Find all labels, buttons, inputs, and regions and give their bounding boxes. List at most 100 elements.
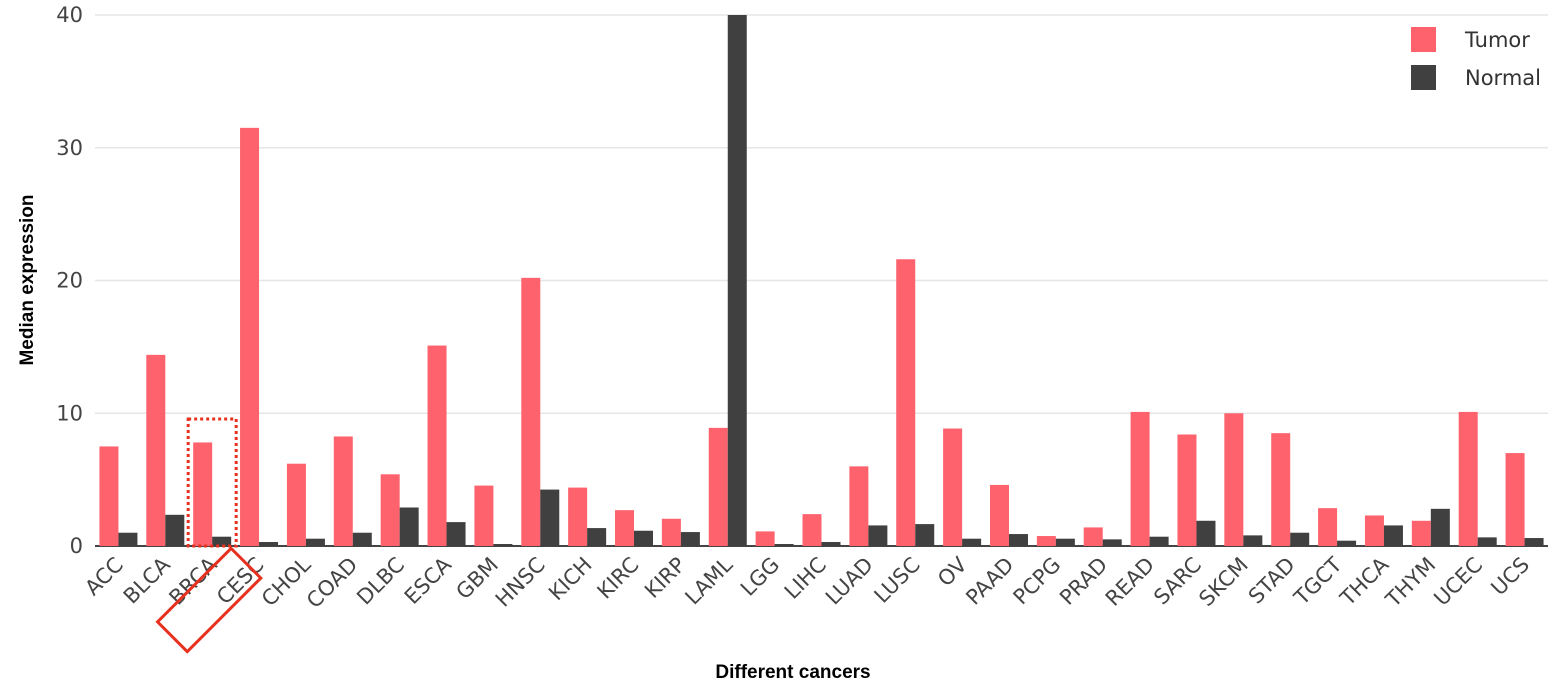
bar-normal-esca[interactable] xyxy=(446,522,466,546)
bar-tumor-cesc[interactable] xyxy=(240,127,260,547)
bar-tumor-blca[interactable] xyxy=(146,354,166,546)
bar-normal-ucs[interactable] xyxy=(1524,538,1544,546)
bar-normal-blca[interactable] xyxy=(165,514,185,546)
highlight-label-box xyxy=(155,546,263,654)
bar-normal-ov[interactable] xyxy=(962,538,982,546)
x-tick-label: BLCA xyxy=(119,552,175,608)
x-tick-label: DLBC xyxy=(352,553,409,610)
bar-tumor-ov[interactable] xyxy=(943,428,963,546)
y-axis-title: Median expression xyxy=(17,194,38,365)
grid-lines xyxy=(95,14,1548,547)
x-tick-label: LUAD xyxy=(821,553,878,610)
x-tick-label: LGG xyxy=(736,553,784,601)
bar-tumor-thym[interactable] xyxy=(1411,520,1431,546)
bar-normal-sarc[interactable] xyxy=(1196,520,1216,546)
x-tick-label: TGCT xyxy=(1289,552,1347,610)
bar-tumor-gbm[interactable] xyxy=(474,485,494,546)
bar-normal-stad[interactable] xyxy=(1290,532,1310,546)
bar-normal-paad[interactable] xyxy=(1008,534,1028,546)
legend-label-normal: Normal xyxy=(1465,66,1541,90)
x-tick-label: THYM xyxy=(1381,553,1441,613)
bar-tumor-esca[interactable] xyxy=(427,345,447,546)
bar-normal-kirc[interactable] xyxy=(634,530,654,546)
bar-normal-luad[interactable] xyxy=(868,525,888,546)
x-tick-label: ESCA xyxy=(400,552,457,609)
bar-normal-kich[interactable] xyxy=(587,528,607,546)
x-tick-label: THCA xyxy=(1335,552,1394,611)
x-tick-label: UCS xyxy=(1486,553,1534,601)
x-tick-label: LAML xyxy=(680,552,737,609)
bar-tumor-stad[interactable] xyxy=(1271,433,1291,546)
bar-tumor-thca[interactable] xyxy=(1364,515,1384,546)
bar-tumor-hnsc[interactable] xyxy=(521,277,541,546)
bar-normal-thym[interactable] xyxy=(1430,508,1450,546)
bar-normal-prad[interactable] xyxy=(1102,539,1122,546)
x-tick-label: UCEC xyxy=(1429,553,1487,611)
legend-swatch-tumor xyxy=(1411,27,1436,52)
bar-normal-tgct[interactable] xyxy=(1337,540,1357,546)
x-axis-title: Different cancers xyxy=(715,662,870,683)
bar-normal-gbm[interactable] xyxy=(493,544,513,546)
x-tick-labels: ACCBLCABRCACESCCHOLCOADDLBCESCAGBMHNSCKI… xyxy=(80,552,1534,613)
bar-tumor-kich[interactable] xyxy=(568,487,588,546)
bar-normal-acc[interactable] xyxy=(118,532,138,546)
y-tick-labels: 0 10 20 30 40 xyxy=(56,3,83,558)
bar-tumor-lusc[interactable] xyxy=(896,259,916,546)
bar-normal-brca[interactable] xyxy=(212,536,232,546)
x-tick-label: HNSC xyxy=(491,553,550,612)
bar-tumor-luad[interactable] xyxy=(849,466,869,546)
bar-tumor-laml[interactable] xyxy=(708,427,728,546)
bar-normal-dlbc[interactable] xyxy=(399,507,419,546)
bar-tumor-dlbc[interactable] xyxy=(380,474,400,546)
bar-tumor-lgg[interactable] xyxy=(755,531,775,546)
bar-tumor-pcpg[interactable] xyxy=(1036,536,1056,546)
bar-tumor-ucs[interactable] xyxy=(1505,453,1525,546)
bar-normal-coad[interactable] xyxy=(352,532,372,546)
bar-normal-kirp[interactable] xyxy=(680,532,700,546)
bar-normal-pcpg[interactable] xyxy=(1055,538,1075,546)
x-tick-label: SARC xyxy=(1149,553,1206,610)
y-tick-label: 30 xyxy=(56,136,83,160)
bar-normal-read[interactable] xyxy=(1149,536,1169,546)
x-tick-label: READ xyxy=(1101,553,1159,611)
x-tick-label: KICH xyxy=(544,553,597,606)
x-tick-label: OV xyxy=(933,552,972,591)
bars xyxy=(99,15,1544,547)
bar-tumor-lihc[interactable] xyxy=(802,514,822,546)
bar-tumor-chol[interactable] xyxy=(286,463,306,546)
legend[interactable]: Tumor Normal xyxy=(1411,27,1541,90)
bar-normal-hnsc[interactable] xyxy=(540,489,560,546)
bar-tumor-skcm[interactable] xyxy=(1224,413,1244,546)
bar-normal-chol[interactable] xyxy=(305,538,325,546)
brca-highlight xyxy=(155,417,263,654)
bar-normal-cesc[interactable] xyxy=(259,542,279,546)
y-tick-label: 0 xyxy=(70,534,83,558)
bar-normal-lusc[interactable] xyxy=(915,524,935,546)
bar-tumor-prad[interactable] xyxy=(1083,527,1103,546)
bar-tumor-acc[interactable] xyxy=(99,446,119,546)
bar-tumor-tgct[interactable] xyxy=(1318,508,1338,546)
bar-tumor-read[interactable] xyxy=(1130,411,1150,546)
bar-normal-thca[interactable] xyxy=(1383,525,1403,546)
bar-normal-skcm[interactable] xyxy=(1243,535,1263,546)
y-tick-label: 10 xyxy=(56,401,83,425)
bar-normal-lihc[interactable] xyxy=(821,542,841,546)
highlight-dotted-box xyxy=(186,417,238,548)
bar-tumor-brca[interactable] xyxy=(193,442,213,546)
x-tick-label: STAD xyxy=(1244,553,1300,609)
x-tick-label: PRAD xyxy=(1055,553,1112,610)
x-tick-label: PCPG xyxy=(1009,553,1066,610)
bar-normal-lgg[interactable] xyxy=(774,544,794,546)
bar-tumor-sarc[interactable] xyxy=(1177,434,1197,546)
bar-tumor-kirc[interactable] xyxy=(615,510,635,546)
bar-tumor-ucec[interactable] xyxy=(1458,411,1478,546)
bar-tumor-coad[interactable] xyxy=(333,436,353,546)
x-tick-label: SKCM xyxy=(1194,553,1253,612)
bar-normal-ucec[interactable] xyxy=(1477,537,1497,546)
bar-tumor-paad[interactable] xyxy=(989,484,1009,546)
bar-tumor-kirp[interactable] xyxy=(661,518,681,546)
x-tick-label: COAD xyxy=(302,553,362,613)
bar-normal-laml[interactable] xyxy=(727,15,747,546)
x-tick-label: BRCA xyxy=(164,552,222,610)
